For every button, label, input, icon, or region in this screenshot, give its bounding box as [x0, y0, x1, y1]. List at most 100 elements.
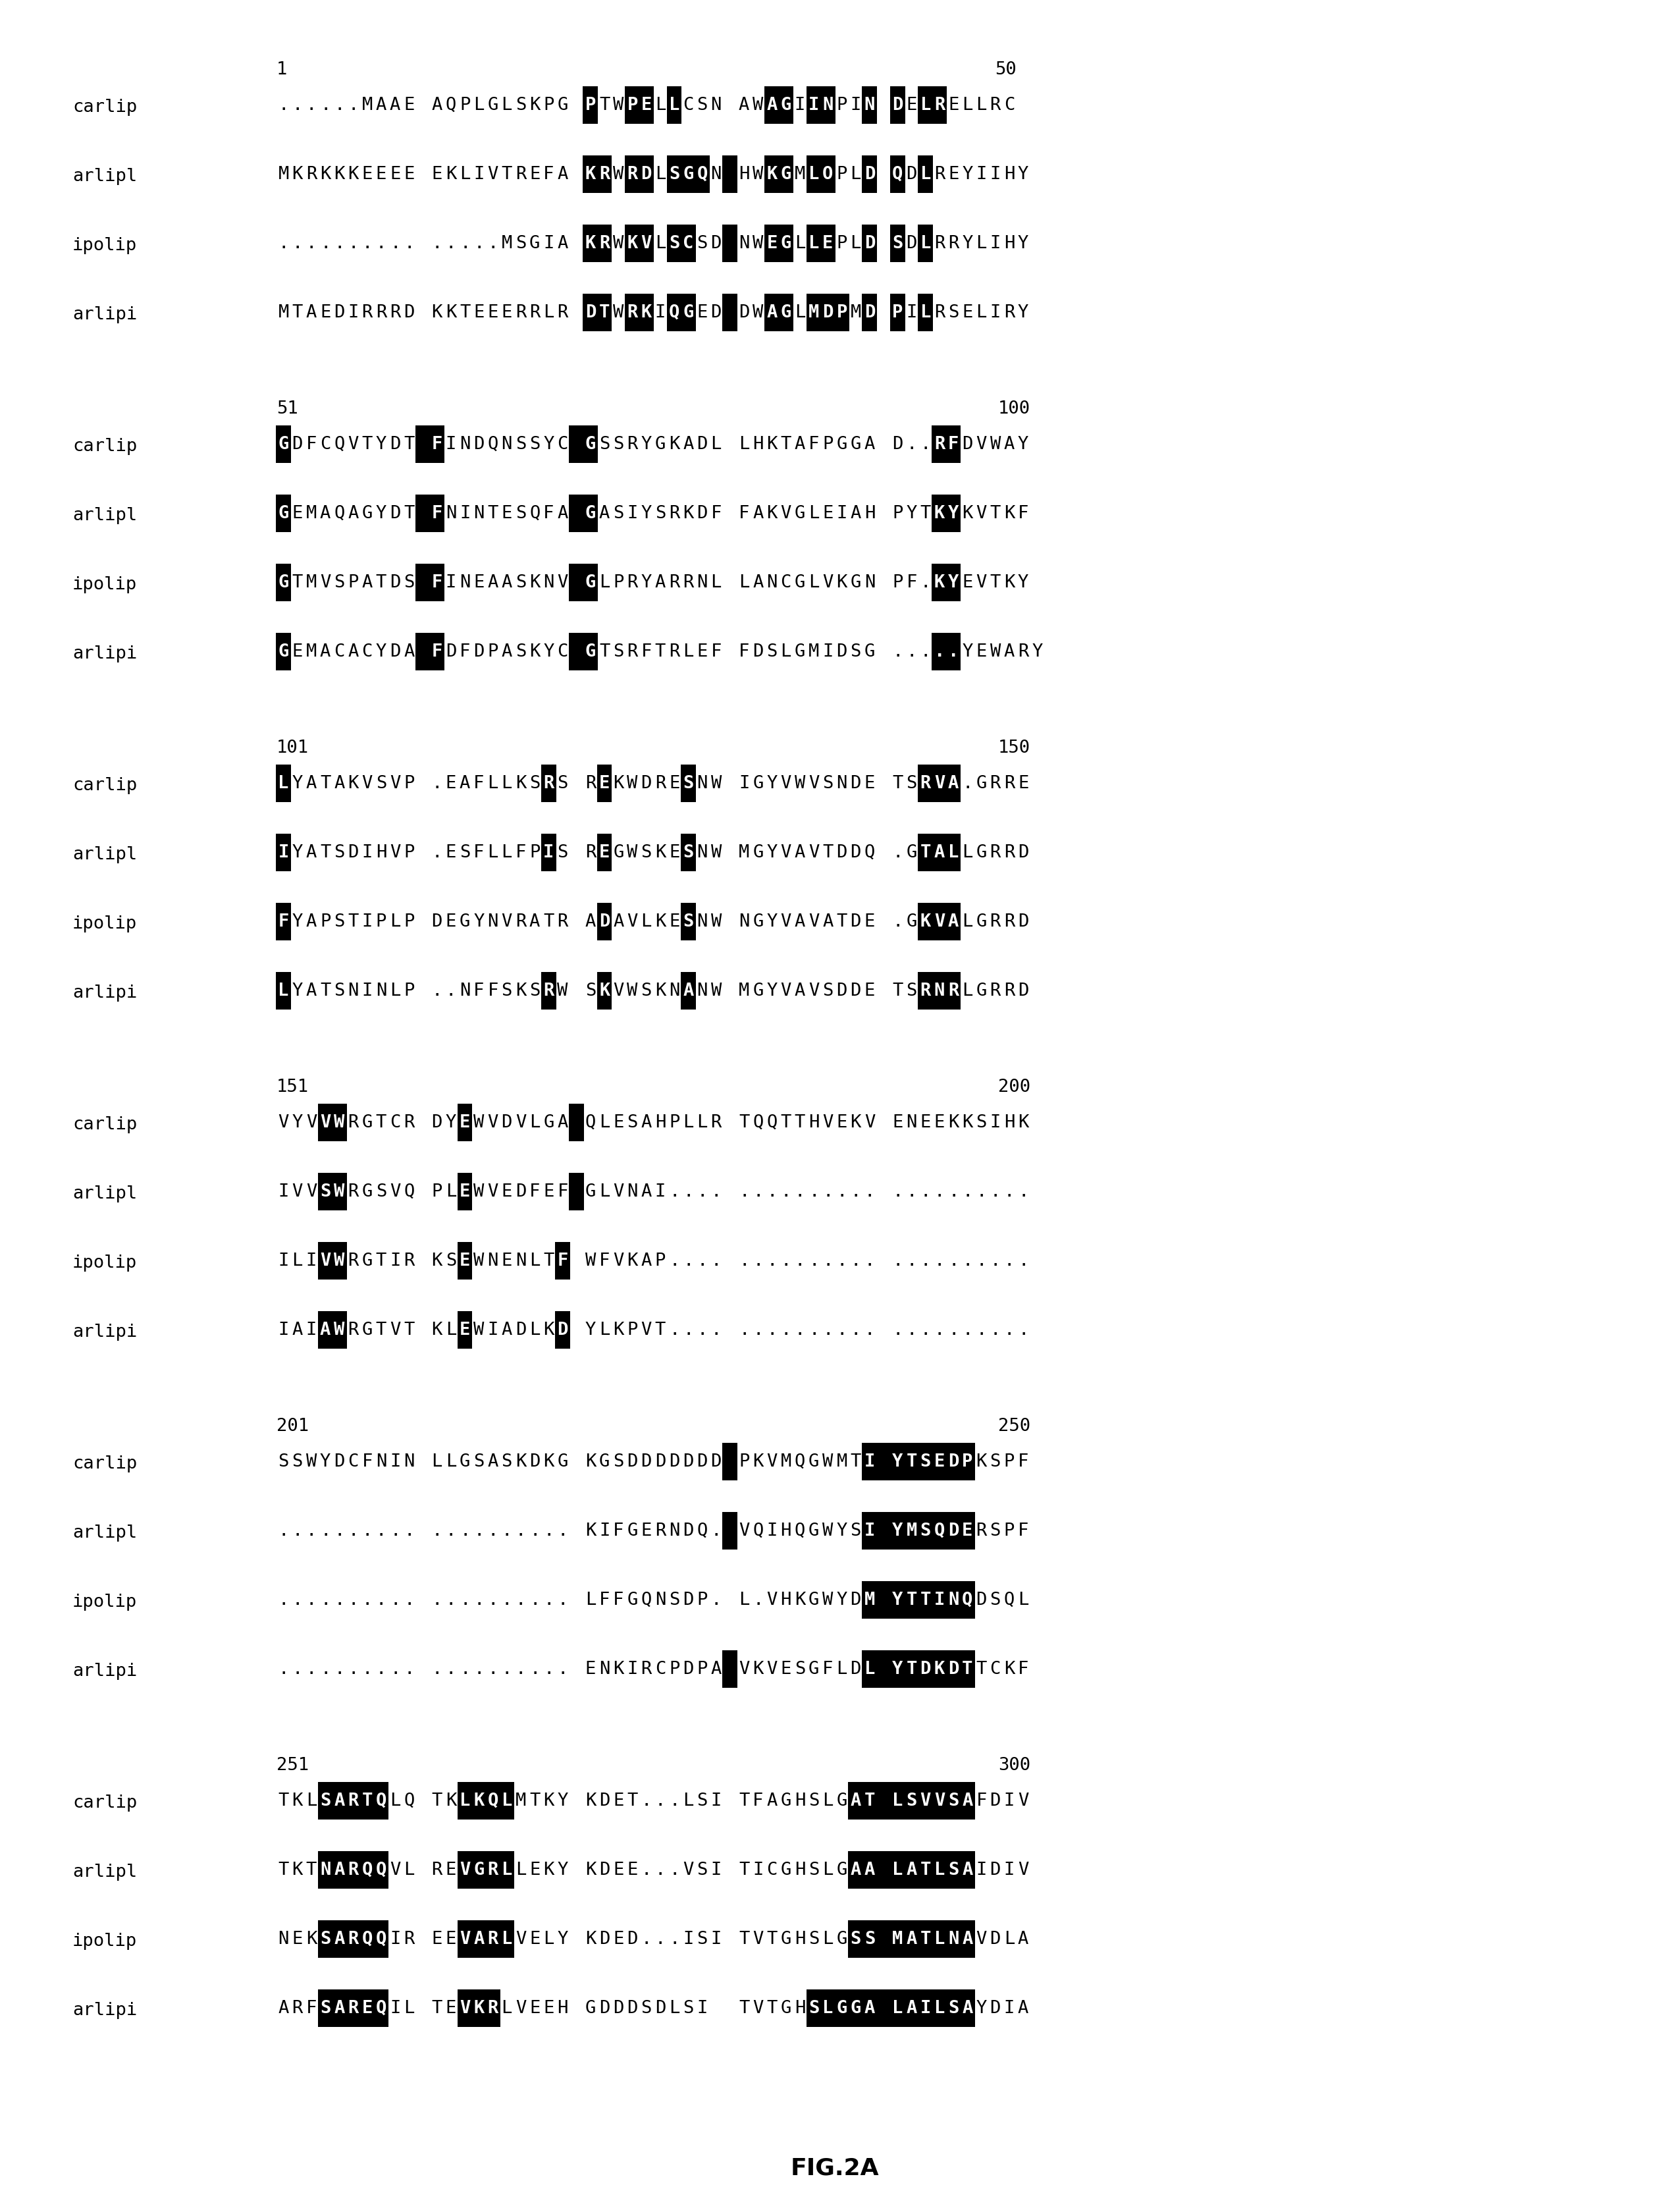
- Text: E: E: [459, 1321, 471, 1338]
- Text: Y: Y: [893, 1522, 903, 1540]
- Text: Q: Q: [961, 1593, 973, 1608]
- Text: L: L: [976, 97, 986, 115]
- Bar: [863, 86, 878, 124]
- Text: E: E: [432, 1931, 442, 1949]
- Text: G: G: [976, 845, 986, 860]
- Text: D: D: [474, 644, 484, 661]
- Bar: [681, 834, 696, 872]
- Text: I: I: [794, 97, 806, 115]
- Text: K: K: [1005, 575, 1015, 591]
- Text: .: .: [948, 1183, 960, 1201]
- Bar: [863, 1582, 878, 1619]
- Bar: [541, 834, 556, 872]
- Bar: [275, 633, 290, 670]
- Text: L: L: [292, 1252, 302, 1270]
- Text: R: R: [347, 1115, 359, 1130]
- Text: V: V: [781, 774, 791, 792]
- Text: R: R: [628, 644, 638, 661]
- Text: A: A: [557, 166, 567, 184]
- Text: D: D: [683, 1522, 694, 1540]
- Text: Y: Y: [474, 914, 484, 931]
- Text: Q: Q: [362, 1931, 372, 1949]
- Text: E: E: [613, 1115, 624, 1130]
- Text: .: .: [320, 1661, 330, 1679]
- Text: Y: Y: [766, 914, 778, 931]
- Text: E: E: [432, 166, 442, 184]
- Text: .: .: [753, 1593, 763, 1608]
- Text: K: K: [586, 1522, 596, 1540]
- Text: W: W: [334, 1252, 345, 1270]
- Text: H: H: [794, 1931, 806, 1949]
- Text: T: T: [544, 914, 554, 931]
- Bar: [863, 1920, 878, 1958]
- Text: S: S: [865, 1931, 875, 1949]
- Text: T: T: [487, 504, 499, 522]
- Text: R: R: [948, 234, 960, 252]
- Text: F: F: [557, 1183, 567, 1201]
- Text: .: .: [865, 1321, 875, 1338]
- Text: G: G: [836, 1792, 848, 1809]
- Text: S: S: [920, 1522, 931, 1540]
- Text: F: F: [305, 436, 317, 453]
- Text: V: V: [292, 1183, 302, 1201]
- Text: A: A: [906, 2000, 916, 2017]
- Text: S: S: [766, 644, 778, 661]
- Text: A: A: [794, 845, 806, 860]
- Text: .: .: [808, 1252, 819, 1270]
- Bar: [806, 1989, 821, 2026]
- Text: K: K: [586, 166, 596, 184]
- Text: R: R: [669, 575, 679, 591]
- Text: .: .: [376, 234, 387, 252]
- Text: I: I: [935, 1593, 945, 1608]
- Text: .: .: [823, 1183, 833, 1201]
- Text: R: R: [1005, 774, 1015, 792]
- Text: D: D: [628, 2000, 638, 2017]
- Text: D: D: [1018, 845, 1028, 860]
- Bar: [778, 86, 793, 124]
- Text: FIG.2A: FIG.2A: [789, 2157, 880, 2179]
- Text: K: K: [961, 1115, 973, 1130]
- Bar: [598, 971, 613, 1009]
- Text: R: R: [347, 1183, 359, 1201]
- Text: E: E: [698, 305, 708, 321]
- Text: .: .: [961, 1252, 973, 1270]
- Bar: [876, 1920, 891, 1958]
- Text: D: D: [391, 436, 401, 453]
- Text: C: C: [654, 1661, 666, 1679]
- Text: F: F: [1018, 1661, 1028, 1679]
- Text: H: H: [753, 436, 763, 453]
- Text: F: F: [305, 2000, 317, 2017]
- Text: D: D: [920, 1661, 931, 1679]
- Text: G: G: [459, 1453, 471, 1471]
- Text: .: .: [347, 1661, 359, 1679]
- Text: E: E: [404, 97, 414, 115]
- Text: L: L: [669, 2000, 679, 2017]
- Text: R: R: [404, 1115, 414, 1130]
- Text: E: E: [391, 166, 401, 184]
- Text: N: N: [935, 982, 945, 1000]
- Text: E: E: [961, 305, 973, 321]
- Text: T: T: [305, 1863, 317, 1878]
- Text: S: S: [404, 575, 414, 591]
- Text: .: .: [641, 1931, 653, 1949]
- Text: Q: Q: [766, 1115, 778, 1130]
- Text: Y: Y: [292, 845, 302, 860]
- Text: V: V: [305, 1115, 317, 1130]
- Text: L: L: [794, 305, 806, 321]
- Text: A: A: [753, 575, 763, 591]
- Text: carlip: carlip: [72, 776, 137, 794]
- Text: .: .: [641, 1863, 653, 1878]
- Bar: [946, 971, 961, 1009]
- Bar: [723, 1442, 738, 1480]
- Text: .: .: [557, 1593, 567, 1608]
- Text: D: D: [836, 982, 848, 1000]
- Text: L: L: [654, 97, 666, 115]
- Text: D: D: [836, 845, 848, 860]
- Text: R: R: [557, 914, 567, 931]
- Bar: [275, 564, 290, 602]
- Text: E: E: [362, 2000, 372, 2017]
- Text: .: .: [781, 1321, 791, 1338]
- Text: C: C: [391, 1115, 401, 1130]
- Text: R: R: [990, 982, 1001, 1000]
- Text: D: D: [906, 166, 916, 184]
